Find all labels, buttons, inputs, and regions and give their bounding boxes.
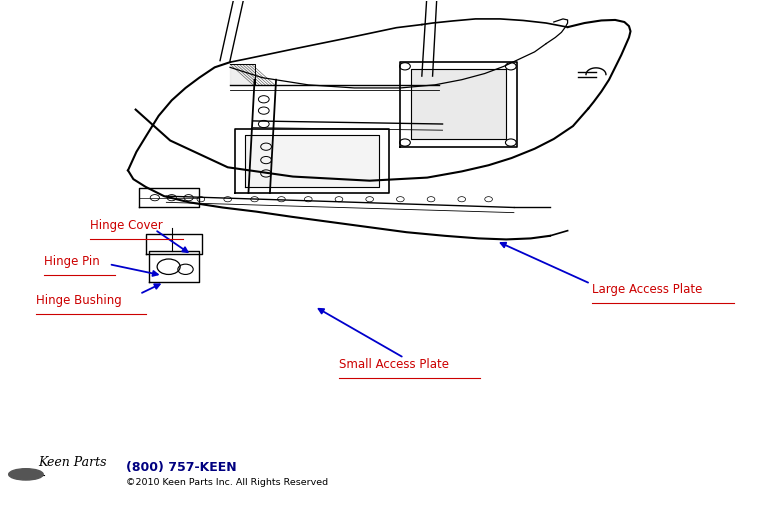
Text: Hinge Bushing: Hinge Bushing: [36, 294, 122, 307]
Text: Small Access Plate: Small Access Plate: [339, 358, 449, 371]
Text: ©2010 Keen Parts Inc. All Rights Reserved: ©2010 Keen Parts Inc. All Rights Reserve…: [126, 478, 328, 487]
Polygon shape: [230, 64, 255, 85]
Polygon shape: [246, 135, 379, 187]
Text: Keen Parts: Keen Parts: [38, 456, 107, 469]
Text: (800) 757-KEEN: (800) 757-KEEN: [126, 461, 236, 474]
Ellipse shape: [8, 469, 43, 480]
Text: Hinge Cover: Hinge Cover: [89, 219, 162, 232]
Text: Large Access Plate: Large Access Plate: [592, 283, 702, 296]
Text: Hinge Pin: Hinge Pin: [44, 255, 99, 268]
Polygon shape: [411, 69, 506, 139]
